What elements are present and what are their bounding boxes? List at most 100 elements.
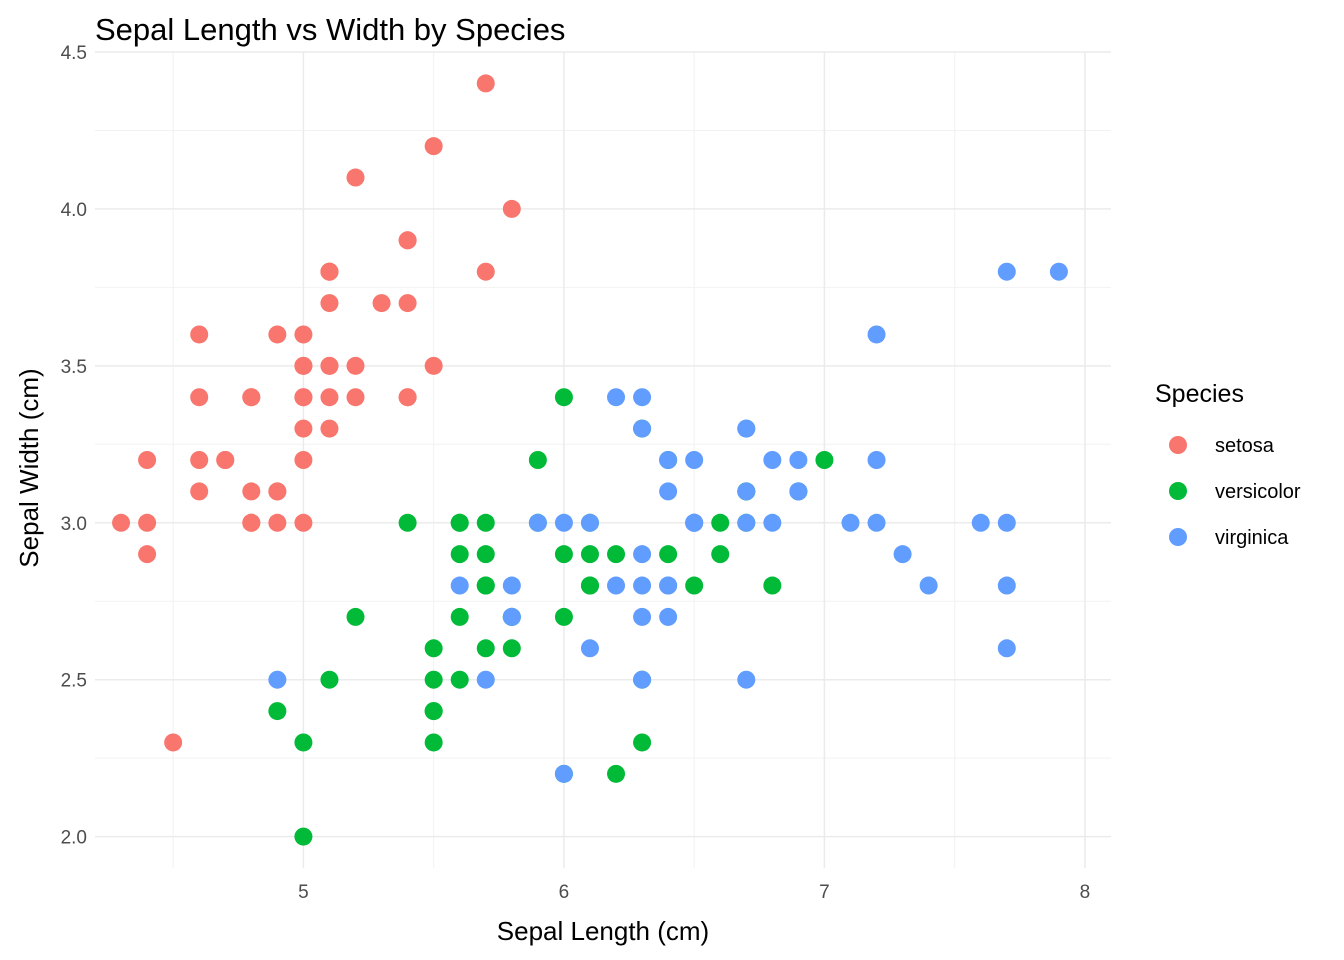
point-setosa	[268, 482, 287, 501]
point-virginica	[450, 576, 469, 595]
point-versicolor	[346, 607, 365, 626]
x-tick-label: 8	[1080, 882, 1091, 903]
point-setosa	[190, 482, 209, 501]
point-virginica	[659, 451, 678, 469]
point-virginica	[633, 545, 652, 564]
point-versicolor	[711, 545, 730, 564]
point-virginica	[607, 388, 626, 407]
point-versicolor	[424, 639, 443, 658]
point-virginica	[997, 576, 1016, 595]
point-setosa	[268, 513, 287, 532]
point-virginica	[997, 513, 1016, 532]
point-versicolor	[476, 576, 495, 595]
point-virginica	[659, 607, 678, 626]
y-tick-label: 3.5	[61, 357, 87, 378]
point-virginica	[867, 325, 886, 344]
point-setosa	[112, 513, 131, 532]
point-versicolor	[476, 639, 495, 658]
point-virginica	[268, 670, 287, 689]
point-versicolor	[763, 576, 782, 595]
point-setosa	[242, 482, 261, 501]
point-versicolor	[633, 733, 652, 752]
point-virginica	[867, 451, 886, 469]
point-setosa	[138, 451, 157, 469]
x-tick-label: 5	[298, 882, 309, 903]
point-virginica	[580, 639, 599, 658]
point-setosa	[294, 513, 313, 532]
point-virginica	[502, 607, 521, 626]
point-virginica	[997, 262, 1016, 281]
point-versicolor	[450, 607, 469, 626]
point-versicolor	[528, 451, 547, 469]
point-setosa	[346, 168, 365, 187]
point-setosa	[502, 199, 521, 218]
point-virginica	[893, 545, 912, 564]
point-virginica	[867, 513, 886, 532]
chart-title: Sepal Length vs Width by Species	[95, 12, 565, 47]
point-virginica	[633, 388, 652, 407]
point-virginica	[607, 576, 626, 595]
point-versicolor	[294, 733, 313, 752]
point-versicolor	[815, 451, 834, 469]
point-versicolor	[607, 545, 626, 564]
point-virginica	[737, 419, 756, 438]
point-setosa	[294, 451, 313, 469]
point-setosa	[320, 419, 339, 438]
point-virginica	[659, 576, 678, 595]
point-setosa	[190, 451, 209, 469]
point-setosa	[346, 356, 365, 375]
point-setosa	[424, 137, 443, 156]
x-tick-label: 7	[819, 882, 830, 903]
point-virginica	[971, 513, 990, 532]
point-versicolor	[502, 639, 521, 658]
point-virginica	[633, 670, 652, 689]
legend-key-versicolor	[1169, 482, 1187, 500]
point-setosa	[138, 513, 157, 532]
point-virginica	[737, 482, 756, 501]
point-virginica	[554, 513, 573, 532]
point-virginica	[633, 576, 652, 595]
y-tick-label: 2.0	[61, 828, 87, 849]
point-setosa	[346, 388, 365, 407]
major-gridlines	[95, 51, 1111, 868]
point-virginica	[789, 451, 808, 469]
point-virginica	[737, 513, 756, 532]
point-setosa	[372, 294, 391, 313]
point-versicolor	[659, 545, 678, 564]
point-setosa	[320, 388, 339, 407]
point-versicolor	[424, 670, 443, 689]
point-setosa	[476, 262, 495, 281]
point-setosa	[242, 388, 261, 407]
point-versicolor	[476, 545, 495, 564]
x-tick-label: 6	[559, 882, 570, 903]
point-virginica	[763, 451, 782, 469]
point-setosa	[268, 325, 287, 344]
point-virginica	[580, 513, 599, 532]
legend-label-versicolor: versicolor	[1215, 481, 1301, 503]
point-setosa	[320, 294, 339, 313]
legend-title: Species	[1155, 380, 1244, 408]
legend-key-virginica	[1169, 528, 1187, 546]
point-versicolor	[268, 702, 287, 721]
point-virginica	[528, 513, 547, 532]
point-setosa	[476, 74, 495, 93]
legend-key-setosa	[1169, 436, 1187, 454]
point-setosa	[138, 545, 157, 564]
point-virginica	[789, 482, 808, 501]
point-setosa	[398, 294, 417, 313]
point-setosa	[398, 388, 417, 407]
point-virginica	[502, 576, 521, 595]
point-versicolor	[607, 764, 626, 783]
point-virginica	[997, 639, 1016, 658]
point-versicolor	[424, 733, 443, 752]
point-virginica	[841, 513, 860, 532]
point-setosa	[242, 513, 261, 532]
point-setosa	[424, 356, 443, 375]
legend: Species setosa versicolor virginica	[1155, 380, 1301, 549]
point-versicolor	[476, 513, 495, 532]
data-points	[112, 74, 1068, 846]
point-setosa	[320, 262, 339, 281]
point-setosa	[320, 356, 339, 375]
point-virginica	[554, 764, 573, 783]
